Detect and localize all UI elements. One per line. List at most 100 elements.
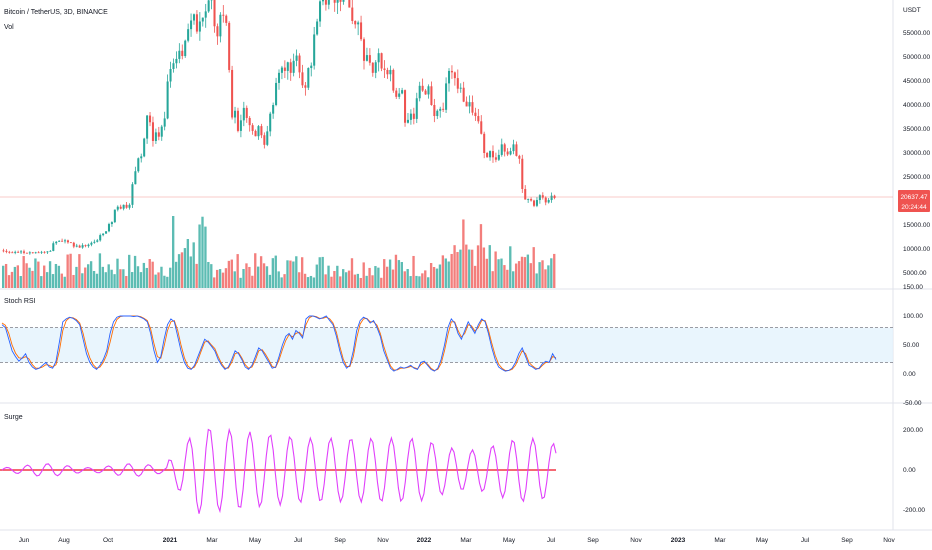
candle-body[interactable] — [222, 14, 225, 16]
candle-body[interactable] — [310, 65, 313, 69]
volume-bar[interactable] — [72, 274, 75, 288]
candle-body[interactable] — [43, 251, 46, 253]
candle-body[interactable] — [236, 110, 239, 131]
candle-body[interactable] — [55, 241, 58, 244]
volume-bar[interactable] — [166, 276, 169, 288]
volume-bar[interactable] — [242, 269, 245, 288]
volume-bar[interactable] — [22, 256, 25, 288]
candle-body[interactable] — [277, 72, 281, 83]
candle-body[interactable] — [78, 245, 81, 248]
candle-body[interactable] — [383, 68, 386, 70]
candle-body[interactable] — [424, 90, 427, 95]
candle-body[interactable] — [172, 63, 175, 69]
volume-bar[interactable] — [421, 273, 424, 288]
candle-body[interactable] — [439, 108, 442, 111]
candle-body[interactable] — [304, 85, 307, 88]
volume-bar[interactable] — [353, 274, 357, 288]
volume-bar[interactable] — [541, 260, 544, 288]
volume-bar[interactable] — [447, 261, 450, 288]
volume-bar[interactable] — [133, 255, 137, 288]
volume-bar[interactable] — [48, 261, 52, 288]
volume-bar[interactable] — [415, 275, 418, 288]
candle-body[interactable] — [524, 189, 527, 200]
volume-bar[interactable] — [95, 273, 99, 288]
candle-body[interactable] — [486, 153, 489, 158]
volume-bar[interactable] — [406, 269, 409, 288]
candle-body[interactable] — [336, 0, 339, 3]
volume-bar[interactable] — [371, 275, 374, 288]
volume-bar[interactable] — [174, 261, 178, 288]
candle-body[interactable] — [392, 69, 395, 91]
volume-bar[interactable] — [517, 261, 521, 288]
volume-bar[interactable] — [529, 263, 532, 288]
candle-body[interactable] — [459, 87, 462, 89]
candle-body[interactable] — [503, 144, 506, 152]
volume-bar[interactable] — [139, 272, 143, 288]
candle-body[interactable] — [107, 224, 111, 232]
volume-bar[interactable] — [359, 277, 362, 288]
volume-bar[interactable] — [63, 276, 66, 288]
candle-body[interactable] — [362, 39, 366, 61]
candle-body[interactable] — [483, 133, 486, 153]
price-tag-box[interactable] — [898, 190, 930, 212]
volume-bar[interactable] — [514, 263, 518, 288]
volume-bar[interactable] — [113, 274, 116, 288]
volume-bar[interactable] — [277, 271, 280, 288]
volume-bar[interactable] — [81, 273, 84, 288]
candle-body[interactable] — [248, 117, 251, 126]
candle-body[interactable] — [462, 87, 465, 102]
candle-body[interactable] — [257, 126, 260, 137]
candle-body[interactable] — [260, 126, 263, 136]
volume-bar[interactable] — [148, 259, 151, 288]
candle-body[interactable] — [90, 242, 93, 245]
volume-bar[interactable] — [198, 224, 201, 288]
volume-bar[interactable] — [34, 258, 37, 288]
candle-body[interactable] — [298, 55, 301, 73]
candle-body[interactable] — [5, 250, 8, 252]
volume-bar[interactable] — [418, 276, 421, 288]
volume-bar[interactable] — [488, 245, 491, 288]
candle-body[interactable] — [547, 200, 550, 203]
volume-bar[interactable] — [163, 275, 166, 288]
candle-body[interactable] — [181, 50, 184, 57]
volume-bar[interactable] — [303, 273, 307, 288]
volume-bar[interactable] — [292, 261, 295, 288]
candle-body[interactable] — [72, 242, 75, 247]
volume-bar[interactable] — [450, 253, 453, 288]
candle-body[interactable] — [295, 55, 298, 61]
volume-bar[interactable] — [154, 274, 157, 288]
candle-body[interactable] — [280, 67, 283, 73]
candle-body[interactable] — [140, 156, 143, 159]
volume-bar[interactable] — [321, 256, 324, 288]
volume-bar[interactable] — [128, 254, 131, 288]
candle-body[interactable] — [380, 53, 383, 69]
candle-body[interactable] — [351, 7, 354, 22]
volume-bar[interactable] — [356, 273, 360, 288]
candle-body[interactable] — [535, 200, 538, 206]
volume-bar[interactable] — [280, 277, 283, 288]
candle-body[interactable] — [301, 72, 304, 86]
candle-body[interactable] — [119, 206, 122, 209]
candle-body[interactable] — [125, 204, 128, 208]
candle-body[interactable] — [75, 245, 78, 247]
volume-bar[interactable] — [75, 266, 78, 288]
candle-body[interactable] — [327, 0, 330, 5]
candle-body[interactable] — [342, 0, 345, 2]
volume-bar[interactable] — [51, 274, 55, 288]
candle-body[interactable] — [453, 72, 456, 79]
candle-body[interactable] — [489, 151, 492, 158]
candle-body[interactable] — [131, 184, 134, 205]
candle-body[interactable] — [530, 199, 533, 201]
candle-body[interactable] — [17, 251, 20, 253]
candle-body[interactable] — [154, 132, 157, 141]
candle-body[interactable] — [175, 58, 178, 64]
volume-bar[interactable] — [245, 263, 248, 288]
volume-bar[interactable] — [89, 261, 93, 288]
candle-body[interactable] — [251, 125, 254, 131]
volume-bar[interactable] — [248, 266, 251, 288]
candle-body[interactable] — [234, 110, 237, 118]
volume-bar[interactable] — [377, 267, 380, 288]
candle-body[interactable] — [228, 22, 231, 70]
volume-bar[interactable] — [503, 265, 506, 288]
